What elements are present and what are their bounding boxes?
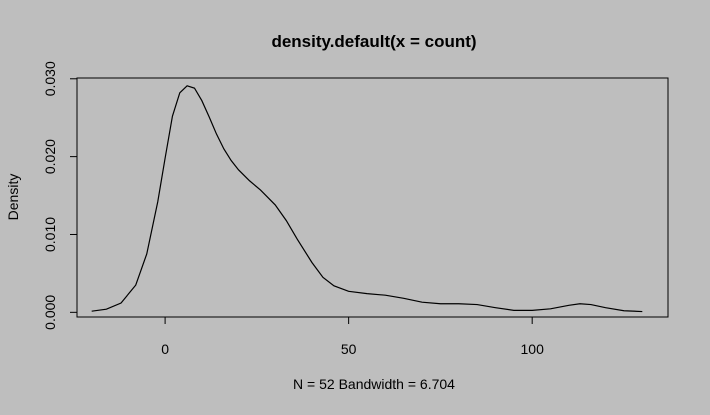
- x-axis: 0 50 100: [161, 316, 545, 357]
- x-tick-label: 0: [161, 341, 169, 357]
- plot-box: [76, 77, 669, 318]
- chart-title: density.default(x = count): [271, 32, 476, 51]
- y-axis: 0.000 0.010 0.020 0.030: [42, 61, 78, 330]
- y-tick-label: 0.030: [42, 61, 58, 96]
- y-tick-label: 0.000: [42, 295, 58, 330]
- y-axis-label: Density: [5, 174, 21, 221]
- x-axis-label: N = 52 Bandwidth = 6.704: [293, 376, 455, 392]
- y-tick-label: 0.010: [42, 217, 58, 252]
- x-tick-label: 100: [521, 341, 545, 357]
- density-curve: [91, 85, 643, 313]
- x-tick-label: 50: [341, 341, 357, 357]
- y-tick-label: 0.020: [42, 139, 58, 174]
